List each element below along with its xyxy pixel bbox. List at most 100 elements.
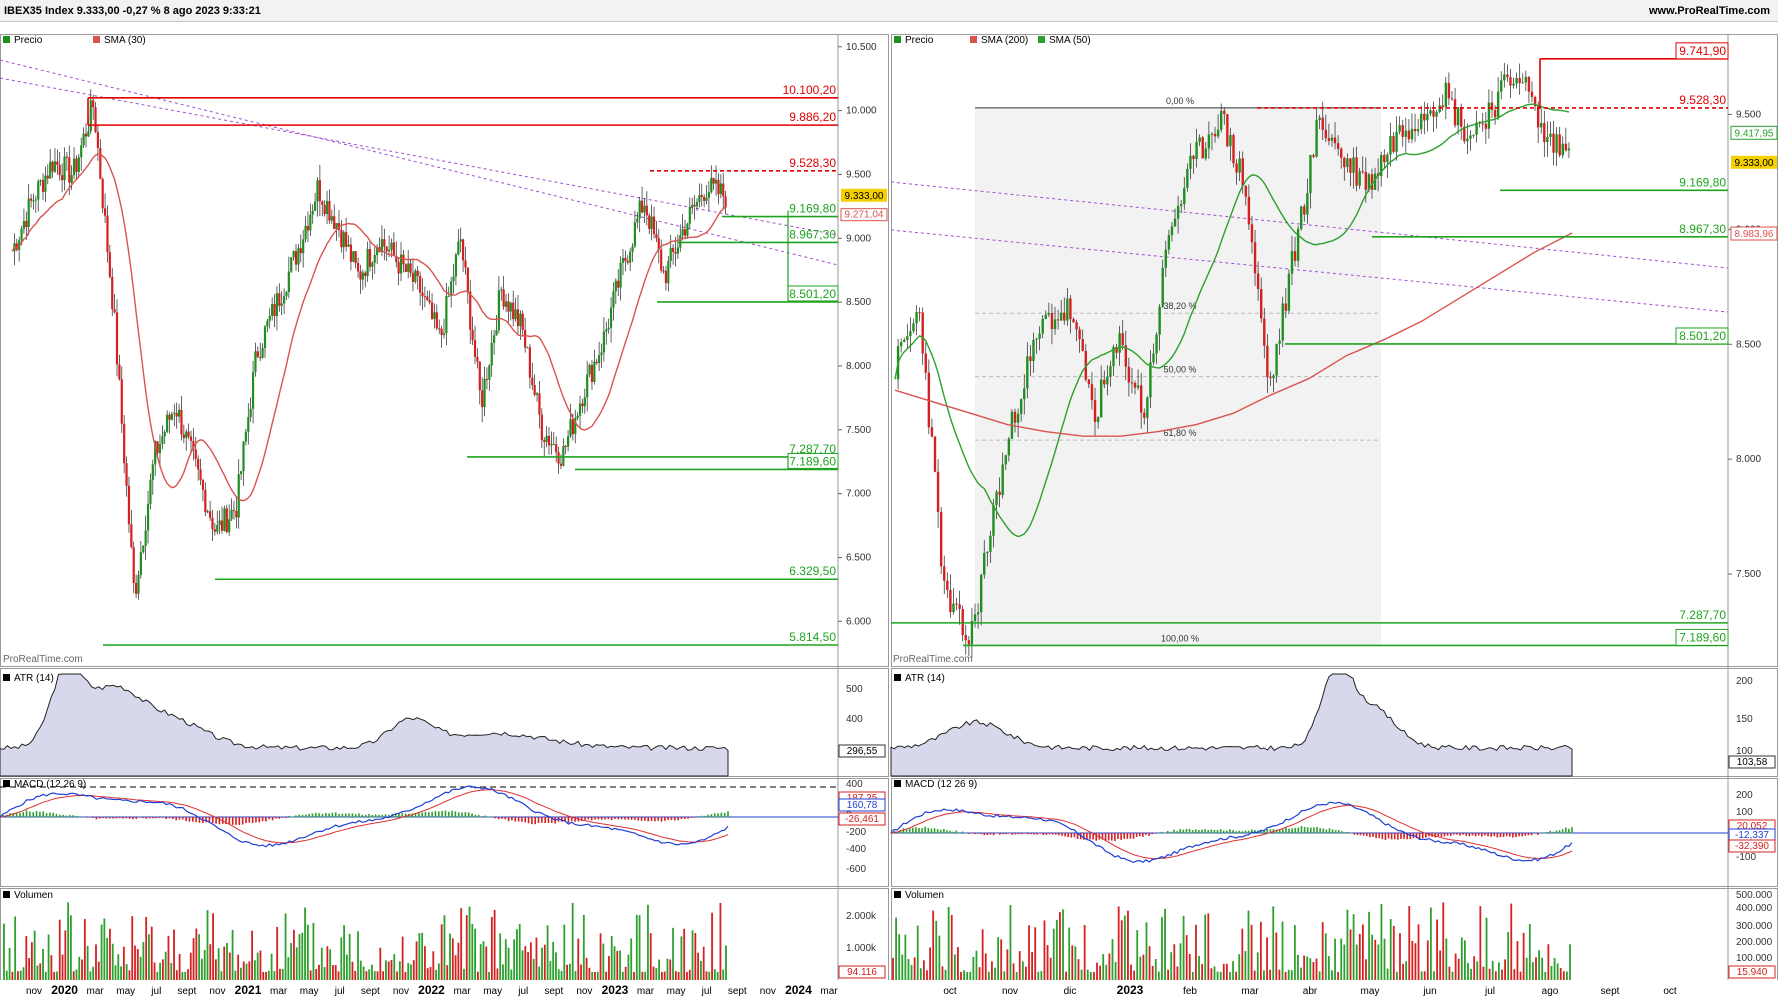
candle-body — [1035, 338, 1038, 340]
candle-body — [1201, 137, 1204, 159]
volume-bar — [17, 971, 19, 980]
volume-bar — [1025, 966, 1027, 980]
volume-bar — [947, 907, 950, 980]
volume-bar — [1448, 966, 1451, 980]
candle-body — [32, 200, 35, 202]
macd-hist-bar — [32, 812, 35, 818]
candle-body — [1536, 106, 1540, 128]
macd-hist-bar — [52, 812, 54, 818]
candle-body — [545, 435, 548, 442]
level-label: 8.501,20 — [1679, 329, 1726, 343]
price-legend-swatch — [894, 36, 901, 43]
candle-body — [271, 304, 274, 316]
candle-body — [438, 328, 441, 330]
candle-body — [909, 331, 912, 337]
candle-body — [1429, 110, 1432, 114]
volume-bar — [602, 943, 605, 980]
candle-body — [22, 220, 26, 229]
volume-bar — [605, 971, 608, 980]
candle-body — [1521, 82, 1524, 84]
candle-body — [1321, 117, 1324, 130]
volume-bar — [245, 963, 248, 980]
candle-body — [698, 195, 701, 202]
macd-hist-bar — [105, 817, 108, 819]
macd-hist-bar — [1185, 828, 1188, 834]
level-label: 9.741,90 — [1679, 44, 1726, 58]
volume-bar — [309, 970, 312, 980]
charts-area[interactable]: 10.50010.0009.5009.0008.5008.0007.5007.0… — [0, 22, 1778, 1000]
volume-bar — [546, 925, 549, 980]
candle-body — [899, 342, 903, 347]
candle-body — [49, 161, 52, 179]
macd-hist-bar — [394, 813, 397, 818]
site-link[interactable]: www.ProRealTime.com — [1648, 5, 1770, 17]
macd-hist-bar — [949, 830, 951, 834]
volume-bar — [362, 966, 365, 980]
fib-label: 100,00 % — [1161, 633, 1199, 643]
sma50-marker — [1730, 125, 1778, 140]
macd-hist-bar — [1030, 833, 1032, 835]
candle-body — [1247, 196, 1251, 225]
macd-hist-bar — [424, 811, 427, 818]
candle-body — [297, 248, 300, 265]
candle-body — [58, 164, 61, 176]
right-macd-legend-swatch — [894, 780, 901, 787]
candle-body — [478, 361, 481, 391]
candle-body — [56, 161, 59, 165]
volume-bar — [507, 947, 510, 980]
sma30-line — [11, 153, 727, 502]
macd-hist-bar — [654, 817, 656, 822]
watermark: ProRealTime.com — [893, 654, 973, 665]
level-label-box — [1675, 628, 1729, 646]
volume-bar — [1213, 966, 1216, 980]
volume-bar — [555, 952, 557, 980]
macd-hist-bar — [208, 817, 211, 823]
macd-hist-bar — [1179, 828, 1181, 834]
volume-bar — [1127, 910, 1129, 980]
candle-body — [65, 156, 68, 158]
candle-body — [452, 276, 455, 282]
macd-hist-bar — [501, 817, 503, 819]
volume-bar — [1244, 951, 1247, 980]
volume-bar — [1377, 944, 1380, 980]
candle-body — [1081, 339, 1084, 351]
sma200-legend-swatch — [970, 36, 977, 43]
volume-bar — [1516, 941, 1519, 980]
candle-body — [404, 264, 407, 272]
macd-hist-bar — [580, 817, 583, 822]
volume-bar — [1040, 971, 1043, 980]
left-x-label: may — [667, 986, 686, 997]
candle-body — [1023, 388, 1026, 400]
volume-bar — [1071, 945, 1074, 980]
macd-tick-label: 400 — [846, 779, 863, 790]
candle-body — [137, 574, 140, 594]
level-label: 9.169,80 — [1679, 175, 1726, 189]
macd-hist-bar — [211, 817, 214, 824]
candle-body — [242, 441, 245, 472]
volume-bar — [203, 949, 206, 980]
volume-bar — [72, 971, 75, 980]
left-x-label: jul — [517, 986, 528, 997]
candle-body — [1543, 123, 1546, 143]
candle-body — [1540, 123, 1543, 128]
candle-body — [349, 244, 353, 262]
volume-bar — [941, 966, 944, 980]
volume-bar — [318, 964, 320, 980]
macd-hist-bar — [597, 817, 600, 820]
macd-hist-bar — [1285, 827, 1287, 834]
volume-bar — [390, 959, 393, 980]
volume-bar — [28, 958, 30, 980]
macd-hist-bar — [961, 831, 964, 834]
candle-body — [385, 246, 388, 252]
candle-body — [569, 419, 572, 437]
macd-hist-bar — [1561, 829, 1564, 834]
candle-body — [1124, 345, 1127, 367]
volume-bar — [237, 954, 240, 980]
volume-bar — [1442, 902, 1445, 980]
macd-hist-bar — [474, 814, 477, 818]
volume-bar — [393, 954, 396, 980]
volume-bar — [919, 968, 922, 980]
volume-bar — [1179, 943, 1182, 980]
macd-hist-bar — [989, 833, 992, 835]
macd-hist-bar — [604, 817, 606, 820]
